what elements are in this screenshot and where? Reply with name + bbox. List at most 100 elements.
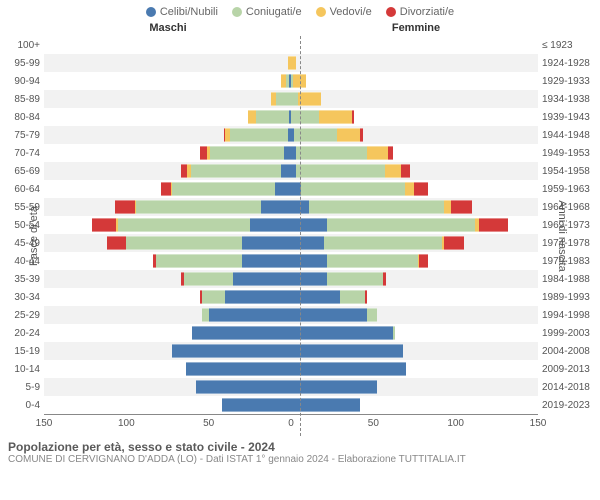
male-bar — [44, 254, 291, 268]
legend-item: Celibi/Nubili — [146, 6, 218, 18]
segment — [296, 164, 385, 178]
bar-container — [44, 182, 538, 196]
male-bar — [44, 200, 291, 214]
bar-container — [44, 56, 538, 70]
female-bar — [291, 308, 538, 322]
legend-dot — [146, 7, 156, 17]
birth-label: 1974-1978 — [542, 238, 596, 249]
pyramid-row: 55-591964-1968 — [44, 198, 538, 216]
female-header: Femmine — [292, 22, 540, 34]
segment — [291, 380, 377, 394]
female-bar — [291, 164, 538, 178]
x-tick: 100 — [118, 418, 135, 429]
bar-container — [44, 92, 538, 106]
male-bar — [44, 236, 291, 250]
male-bar — [44, 380, 291, 394]
legend-label: Divorziati/e — [400, 6, 454, 18]
age-label: 40-44 — [4, 256, 40, 267]
legend-label: Coniugati/e — [246, 6, 302, 18]
bar-container — [44, 272, 538, 286]
male-header: Maschi — [44, 22, 292, 34]
segment — [444, 200, 451, 214]
pyramid-row: 50-541969-1973 — [44, 216, 538, 234]
age-label: 70-74 — [4, 148, 40, 159]
segment — [248, 110, 256, 124]
age-label: 30-34 — [4, 292, 40, 303]
female-bar — [291, 344, 538, 358]
pyramid-rows: 100+≤ 192395-991924-192890-941929-193385… — [44, 36, 538, 414]
segment — [225, 290, 291, 304]
footer: Popolazione per età, sesso e stato civil… — [0, 436, 600, 465]
birth-label: 2014-2018 — [542, 382, 596, 393]
segment — [261, 200, 291, 214]
birth-label: 1989-1993 — [542, 292, 596, 303]
male-bar — [44, 290, 291, 304]
age-label: 0-4 — [4, 400, 40, 411]
segment — [202, 290, 225, 304]
segment — [256, 110, 289, 124]
segment — [181, 164, 188, 178]
male-bar — [44, 182, 291, 196]
age-label: 90-94 — [4, 76, 40, 87]
segment — [385, 164, 401, 178]
female-bar — [291, 218, 538, 232]
male-bar — [44, 56, 291, 70]
pyramid-row: 90-941929-1933 — [44, 72, 538, 90]
female-bar — [291, 110, 538, 124]
female-bar — [291, 326, 538, 340]
bar-container — [44, 398, 538, 412]
segment — [230, 128, 288, 142]
bar-container — [44, 110, 538, 124]
male-bar — [44, 164, 291, 178]
segment — [451, 200, 472, 214]
male-bar — [44, 344, 291, 358]
segment — [250, 218, 291, 232]
x-tick: 150 — [36, 418, 53, 429]
female-bar — [291, 254, 538, 268]
segment — [291, 92, 298, 106]
segment — [242, 254, 291, 268]
age-label: 35-39 — [4, 274, 40, 285]
pyramid-row: 20-241999-2003 — [44, 324, 538, 342]
segment — [291, 236, 324, 250]
bar-container — [44, 164, 538, 178]
gender-headers: Maschi Femmine — [0, 20, 600, 36]
segment — [405, 182, 415, 196]
x-tick: 150 — [530, 418, 547, 429]
age-label: 60-64 — [4, 184, 40, 195]
age-label: 80-84 — [4, 112, 40, 123]
male-bar — [44, 74, 291, 88]
segment — [184, 272, 233, 286]
birth-label: 2019-2023 — [542, 400, 596, 411]
birth-label: 1959-1963 — [542, 184, 596, 195]
legend-label: Celibi/Nubili — [160, 6, 218, 18]
chart-area: Fasce di età Anni di nascita 100+≤ 19239… — [0, 36, 600, 436]
pyramid-row: 65-691954-1958 — [44, 162, 538, 180]
pyramid-row: 75-791944-1948 — [44, 126, 538, 144]
legend-item: Vedovi/e — [316, 6, 372, 18]
pyramid-row: 85-891934-1938 — [44, 90, 538, 108]
female-bar — [291, 92, 538, 106]
female-bar — [291, 74, 538, 88]
segment — [444, 236, 464, 250]
birth-label: 1964-1968 — [542, 202, 596, 213]
age-label: 45-49 — [4, 238, 40, 249]
birth-label: 1954-1958 — [542, 166, 596, 177]
segment — [126, 236, 241, 250]
age-label: 65-69 — [4, 166, 40, 177]
age-label: 75-79 — [4, 130, 40, 141]
legend-dot — [386, 7, 396, 17]
segment — [192, 326, 291, 340]
female-bar — [291, 146, 538, 160]
legend-item: Divorziati/e — [386, 6, 454, 18]
segment — [156, 254, 242, 268]
male-bar — [44, 110, 291, 124]
segment — [298, 92, 321, 106]
segment — [365, 290, 367, 304]
segment — [115, 200, 135, 214]
bar-container — [44, 128, 538, 142]
female-bar — [291, 362, 538, 376]
male-bar — [44, 38, 291, 52]
segment — [319, 110, 352, 124]
segment — [291, 272, 327, 286]
